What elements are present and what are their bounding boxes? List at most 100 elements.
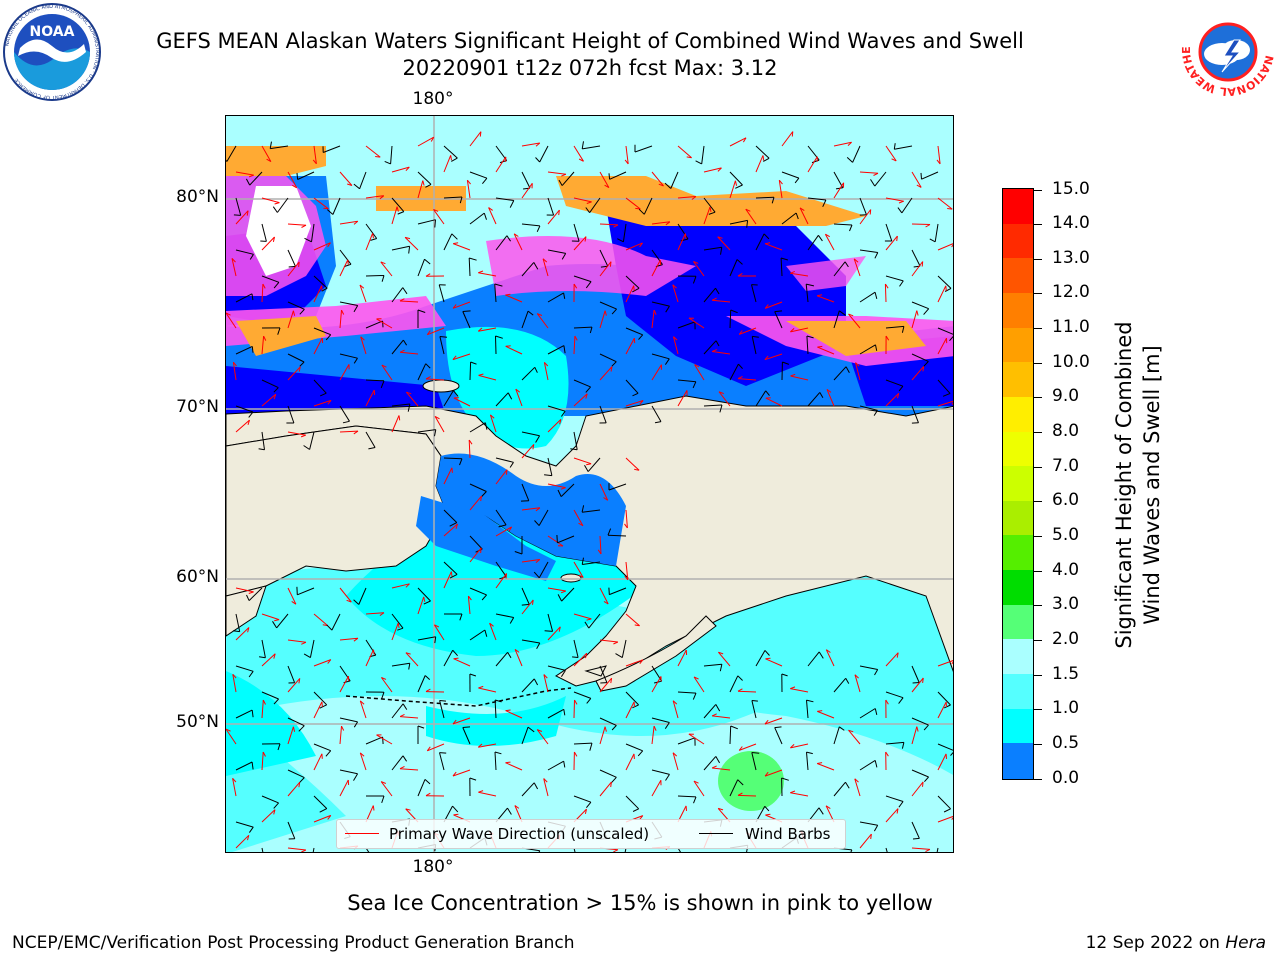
colorbar-segment	[1003, 327, 1033, 363]
colorbar-tick	[1034, 328, 1042, 330]
wind-barb	[560, 483, 575, 497]
wind-barb-tick	[774, 726, 782, 729]
wave-arrow-head	[232, 673, 237, 679]
wind-barb	[651, 353, 670, 360]
land-kamchatka	[226, 585, 267, 637]
ice-nw-gap	[246, 186, 311, 276]
wave-direction-arrow	[911, 366, 925, 381]
wind-barb-tick	[481, 491, 487, 497]
wave-direction-arrow	[625, 753, 635, 771]
wave-arrow-head	[532, 599, 534, 605]
wind-barb	[417, 259, 425, 277]
wind-barb-tick	[846, 157, 853, 163]
wave-direction-arrow	[433, 209, 445, 225]
wave-arrow-head	[327, 242, 331, 248]
wave-direction-arrow	[380, 261, 393, 277]
wind-barb-tick	[483, 212, 487, 220]
wind-barb	[561, 587, 575, 602]
wind-barb	[226, 145, 237, 162]
wave-direction-arrow	[573, 335, 576, 355]
ice-chukchi-orange	[236, 316, 326, 356]
wave-direction-arrow	[417, 180, 424, 199]
colorbar-tick	[1034, 605, 1042, 607]
wind-barb-tick	[901, 326, 905, 333]
wind-barb	[365, 223, 378, 239]
wind-barb-tick	[408, 663, 411, 670]
wave-direction-arrow	[235, 171, 254, 176]
colorbar-title: Significant Height of Combined Wind Wave…	[1110, 265, 1166, 705]
wave-arrow-head	[480, 496, 482, 502]
wind-barb-tick	[439, 336, 448, 338]
wind-barb-tick	[563, 345, 566, 354]
wave-arrow-head	[532, 444, 535, 450]
map-gridlines	[226, 116, 953, 852]
wave-arrow-head	[945, 285, 947, 291]
wind-barb	[391, 197, 405, 212]
wind-barb-tick	[632, 704, 639, 709]
wave-direction-arrow	[854, 778, 861, 797]
wave-arrow-head	[585, 653, 588, 659]
wind-barb	[521, 431, 540, 437]
wind-barb	[937, 275, 952, 289]
wind-barb-tick	[874, 708, 878, 716]
wind-barb-tick	[425, 363, 431, 369]
wave-direction-arrow	[673, 336, 679, 355]
wave-arrow-head	[635, 207, 641, 210]
wind-barb	[270, 145, 289, 150]
wave-arrow-head	[478, 790, 484, 793]
wave-direction-arrow	[937, 285, 947, 303]
wave-direction-arrow	[261, 809, 276, 823]
wind-barb-tick	[692, 692, 697, 700]
wind-barb-tick	[424, 779, 431, 785]
wave-direction-arrow	[833, 141, 852, 147]
wind-barb-tick	[874, 252, 879, 259]
wave-arrow-head	[477, 327, 483, 332]
wave-direction-arrow	[937, 701, 947, 719]
wave-direction-arrow	[937, 815, 953, 823]
wind-barb-tick	[942, 392, 951, 397]
wind-barb	[651, 769, 670, 775]
wave-direction-arrow	[235, 587, 254, 593]
wind-barb-tick	[558, 179, 563, 186]
wave-arrow-head	[381, 781, 386, 784]
wave-arrow-head	[639, 659, 644, 665]
wind-barb-tick	[617, 238, 624, 243]
wave-direction-arrow	[911, 223, 931, 225]
wave-arrow-head	[855, 362, 860, 367]
wind-barb	[547, 457, 553, 476]
wave-direction-arrow	[287, 310, 294, 329]
wind-barb	[599, 769, 617, 778]
wind-barb	[339, 353, 358, 359]
wave-direction-arrow	[573, 509, 584, 526]
wind-barb-tick	[319, 808, 328, 813]
wind-barb-tick	[763, 157, 770, 162]
wave-arrow-head	[452, 304, 457, 309]
wave-direction-arrow	[599, 366, 613, 381]
wave-direction-arrow	[790, 792, 809, 797]
wave-arrow-head	[359, 284, 365, 289]
wind-barb-tick	[818, 651, 824, 659]
wave-direction-arrow	[790, 375, 809, 381]
wave-direction-arrow	[391, 206, 398, 225]
wave-direction-arrow	[443, 155, 452, 173]
wave-arrow-head	[790, 790, 796, 794]
wave-direction-arrow	[848, 313, 861, 329]
wind-barb	[755, 233, 765, 251]
wave-arrow-head	[734, 180, 738, 186]
wind-barb-tick	[738, 363, 743, 369]
wind-barb	[833, 366, 847, 381]
wind-barb	[625, 379, 639, 394]
wave-arrow-head	[603, 497, 608, 501]
wind-barb	[621, 639, 627, 658]
wind-barb	[365, 847, 370, 852]
wind-barb-tick	[381, 275, 385, 282]
wave-direction-arrow	[521, 559, 540, 563]
wave-arrow-head	[478, 685, 484, 689]
wind-barb	[443, 390, 454, 407]
wave-arrow-head	[396, 206, 399, 212]
wind-barb-tick	[586, 698, 592, 704]
wave-arrow-head	[380, 261, 386, 265]
wind-barb-tick	[538, 850, 541, 852]
wave-arrow-head	[273, 809, 276, 815]
wave-arrow-head	[373, 649, 375, 655]
